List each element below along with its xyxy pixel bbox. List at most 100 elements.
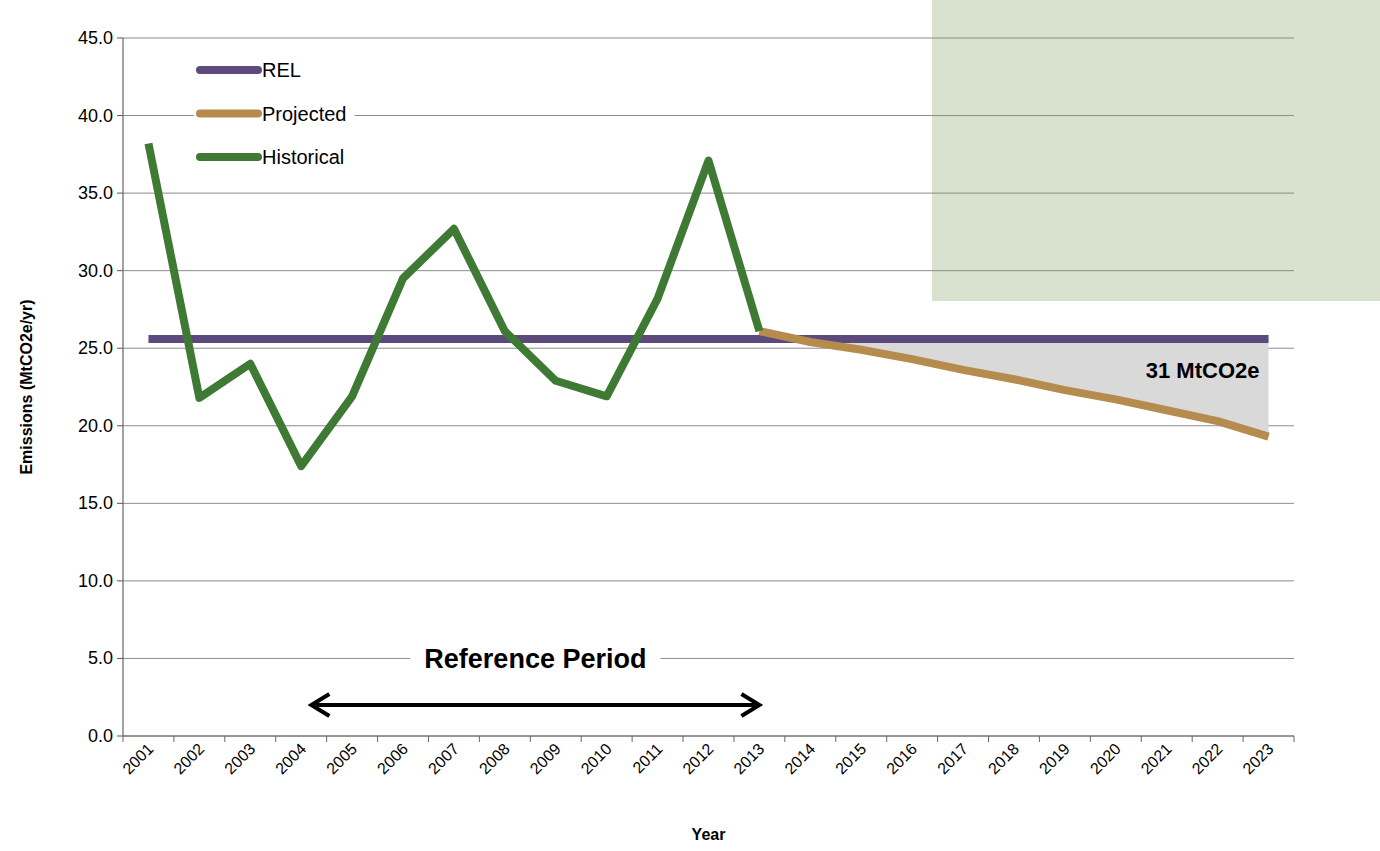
line-rel <box>148 335 1268 343</box>
x-tick-label: 2012 <box>679 740 716 777</box>
x-tick <box>1294 736 1295 742</box>
x-tick <box>1141 736 1142 742</box>
x-tick <box>1243 736 1244 742</box>
x-tick-label: 2008 <box>476 740 513 777</box>
y-tick-label: 45.0 <box>78 28 113 48</box>
grid-line <box>123 580 1294 581</box>
x-tick-label: 2013 <box>730 740 767 777</box>
x-axis-title: Year <box>692 826 726 843</box>
legend-label: REL <box>262 59 301 81</box>
plot-area <box>148 143 1268 466</box>
x-tick <box>632 736 633 742</box>
arrow-head <box>741 694 759 716</box>
x-axis <box>123 735 1294 736</box>
legend-bg <box>194 143 352 171</box>
y-tick <box>117 348 123 349</box>
x-tick-label: 2020 <box>1087 740 1124 777</box>
x-tick-label: 2004 <box>272 740 309 777</box>
x-tick <box>479 736 480 742</box>
x-tick-label: 2011 <box>629 740 665 776</box>
grid-line <box>123 425 1294 426</box>
y-tick-label: 15.0 <box>78 493 113 513</box>
x-tick-label: 2014 <box>781 740 818 777</box>
x-tick <box>937 736 938 742</box>
line-projected <box>759 331 1268 436</box>
x-tick <box>326 736 327 742</box>
annotation-bg <box>410 642 660 676</box>
x-tick <box>784 736 785 742</box>
x-tick <box>988 736 989 742</box>
legend-bg <box>194 56 309 84</box>
x-tick-label: 2019 <box>1036 740 1073 777</box>
x-tick-label: 2001 <box>119 740 156 777</box>
x-tick-label: 2009 <box>527 740 564 777</box>
y-tick <box>117 270 123 271</box>
y-tick <box>117 736 123 737</box>
x-tick <box>835 736 836 742</box>
x-tick-label: 2003 <box>221 740 258 777</box>
y-tick <box>117 193 123 194</box>
y-tick <box>117 115 123 116</box>
x-tick-label: 2015 <box>832 740 869 777</box>
y-tick-label: 25.0 <box>78 338 113 358</box>
legend-swatch <box>200 110 258 118</box>
x-tick-label: 2017 <box>934 740 971 777</box>
y-axis <box>122 38 123 736</box>
x-tick-label: 2007 <box>425 740 462 777</box>
legend-swatch <box>200 66 258 74</box>
legend-bg <box>194 100 355 128</box>
x-tick <box>683 736 684 742</box>
x-tick <box>224 736 225 742</box>
x-tick-label: 2021 <box>1138 740 1175 777</box>
y-tick-label: 40.0 <box>78 106 113 126</box>
grid-line <box>123 658 1294 659</box>
grid-line <box>123 193 1294 194</box>
y-tick-label: 5.0 <box>88 648 113 668</box>
x-tick-label: 2006 <box>374 740 411 777</box>
x-tick-label: 2023 <box>1239 740 1276 777</box>
grid-line <box>123 38 1294 39</box>
annotation: 31 MtCO2e <box>1146 358 1260 383</box>
y-tick <box>117 503 123 504</box>
x-tick <box>1192 736 1193 742</box>
y-axis-title: Emissions (MtCO2e/yr) <box>18 299 35 474</box>
savings-area <box>759 331 1268 436</box>
x-tick-label: 2002 <box>170 740 207 777</box>
line-historical <box>148 143 759 466</box>
y-tick <box>117 658 123 659</box>
x-tick <box>1090 736 1091 742</box>
x-tick <box>173 736 174 742</box>
legend-label: Projected <box>262 103 347 125</box>
annotation: Reference Period <box>424 644 646 674</box>
y-tick-label: 20.0 <box>78 416 113 436</box>
x-tick <box>530 736 531 742</box>
y-tick-label: 0.0 <box>88 726 113 746</box>
grid-line <box>123 736 1294 737</box>
x-tick-label: 2016 <box>883 740 920 777</box>
y-tick-label: 10.0 <box>78 571 113 591</box>
x-tick <box>428 736 429 742</box>
photo-placeholder <box>932 0 1380 301</box>
x-tick <box>581 736 582 742</box>
x-tick <box>1039 736 1040 742</box>
y-tick <box>117 580 123 581</box>
y-tick <box>117 38 123 39</box>
x-tick-label: 2005 <box>323 740 360 777</box>
y-tick-label: 35.0 <box>78 183 113 203</box>
x-tick <box>377 736 378 742</box>
y-tick <box>117 425 123 426</box>
legend-label: Historical <box>262 146 344 168</box>
x-tick-label: 2010 <box>578 740 615 777</box>
grid-line <box>123 503 1294 504</box>
x-tick-label: 2022 <box>1189 740 1226 777</box>
reference-arrow <box>315 703 755 707</box>
x-tick <box>733 736 734 742</box>
y-tick-label: 30.0 <box>78 261 113 281</box>
x-tick <box>275 736 276 742</box>
chart: 0.0 5.0 10.0 15.0 20.0 25.0 30.0 35.0 40.0 45.0 20… <box>0 0 1380 851</box>
grid-line <box>123 270 1294 271</box>
legend-swatch <box>200 153 258 161</box>
x-tick-label: 2018 <box>985 740 1022 777</box>
arrow-head <box>311 694 329 716</box>
x-tick <box>886 736 887 742</box>
